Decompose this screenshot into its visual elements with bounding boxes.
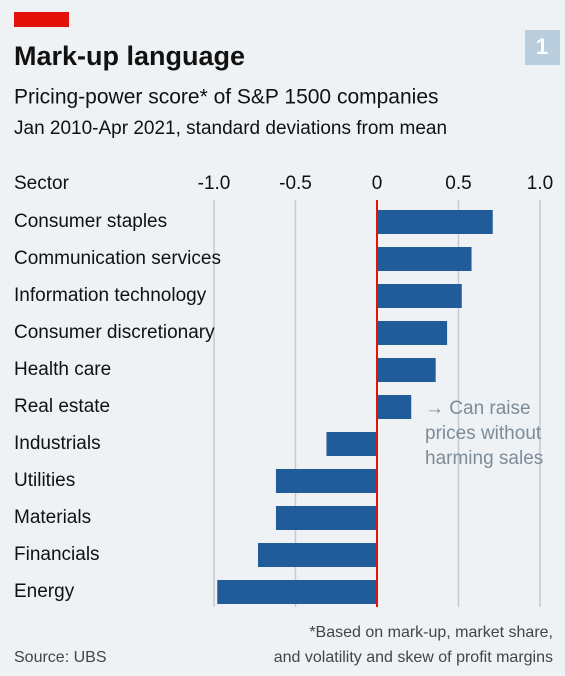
y-tick-label: Utilities xyxy=(14,470,75,491)
bar xyxy=(275,469,377,493)
annotation: prices without xyxy=(425,423,542,444)
x-tick-label: 0.5 xyxy=(445,173,471,194)
badge xyxy=(525,30,560,65)
y-tick-label: Information technology xyxy=(14,285,207,306)
bar xyxy=(258,543,377,567)
x-tick-label: 1.0 xyxy=(527,173,553,194)
x-tick-label: -0.5 xyxy=(279,173,312,194)
bar xyxy=(377,284,462,308)
source: Source: UBS xyxy=(14,649,106,666)
y-tick-label: Consumer discretionary xyxy=(14,322,215,343)
y-tick-label: Energy xyxy=(14,581,75,602)
bar xyxy=(377,395,412,419)
y-tick-label: Materials xyxy=(14,507,91,528)
bar xyxy=(217,580,377,604)
x-tick-label: 0 xyxy=(372,173,383,194)
footnote: and volatility and skew of profit margin… xyxy=(274,649,553,666)
brand-tag xyxy=(14,12,69,27)
y-tick-label: Consumer staples xyxy=(14,211,167,232)
annotation: → Can raise xyxy=(425,398,531,419)
badge-text: 1 xyxy=(536,34,548,59)
bar xyxy=(377,321,448,345)
y-tick-label: Communication services xyxy=(14,248,221,269)
chart-title: Mark-up language xyxy=(14,41,245,71)
bar xyxy=(275,506,377,530)
y-tick-label: Real estate xyxy=(14,396,110,417)
category-header: Sector xyxy=(14,173,70,194)
bar xyxy=(377,210,493,234)
x-tick-label: -1.0 xyxy=(198,173,231,194)
chart-subtitle: Pricing-power score* of S&P 1500 compani… xyxy=(14,86,439,109)
y-tick-label: Health care xyxy=(14,359,111,380)
y-tick-label: Industrials xyxy=(14,433,101,454)
y-tick-label: Financials xyxy=(14,544,100,565)
footnote: *Based on mark-up, market share, xyxy=(309,624,553,641)
chart-subtitle: Jan 2010-Apr 2021, standard deviations f… xyxy=(14,118,447,139)
bar xyxy=(377,247,472,271)
bar xyxy=(326,432,377,456)
bar xyxy=(377,358,436,382)
annotation: harming sales xyxy=(425,448,543,469)
